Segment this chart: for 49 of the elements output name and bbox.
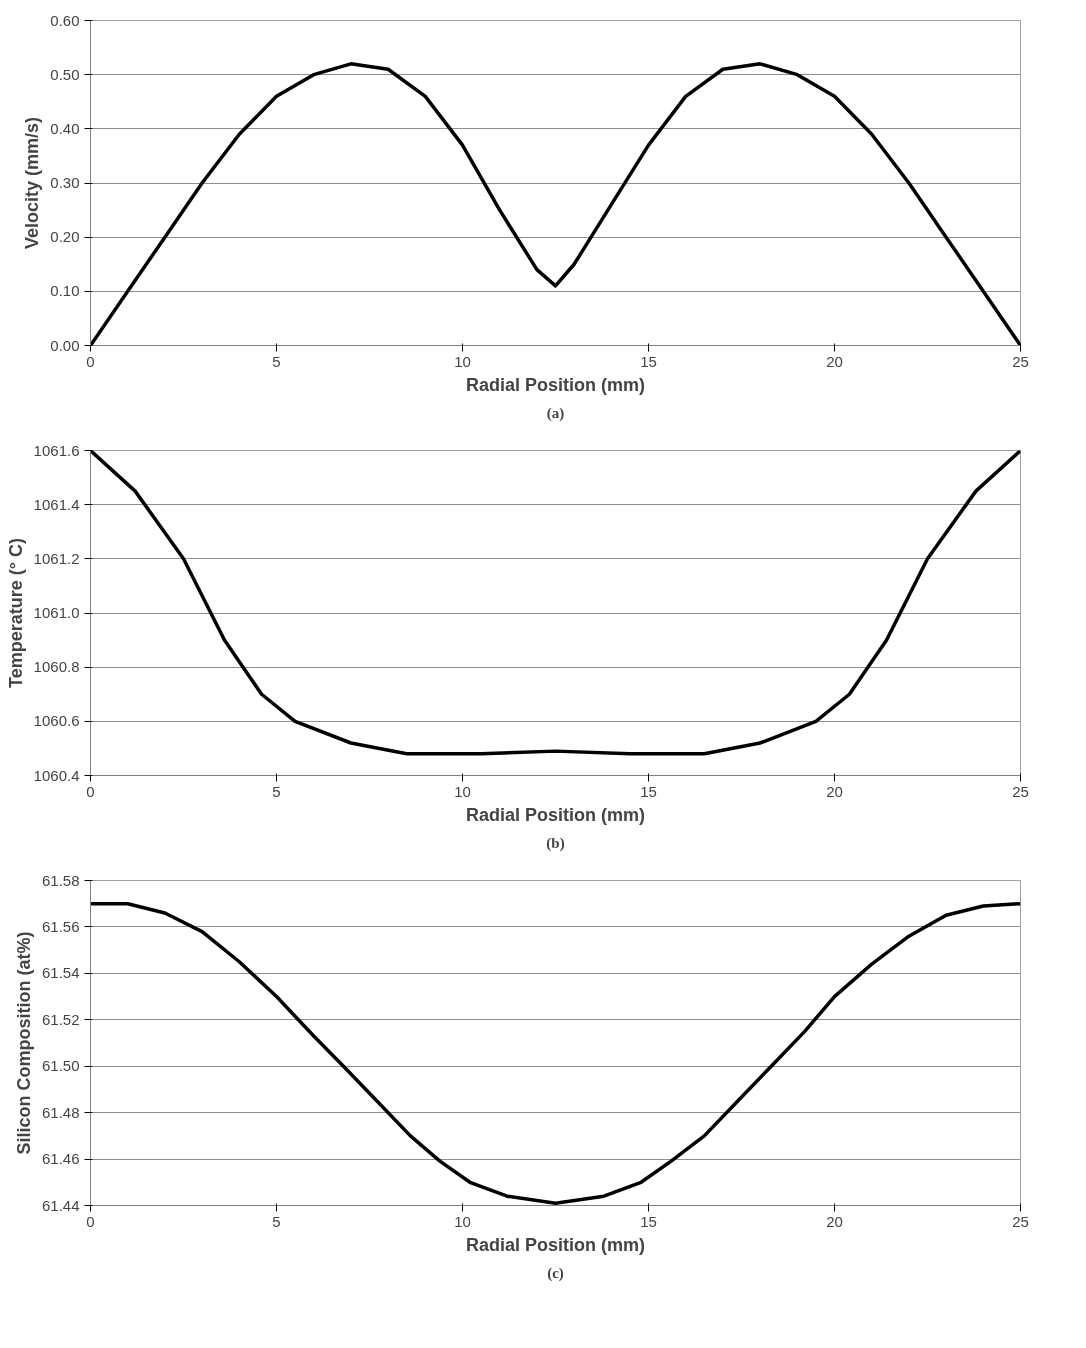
x-tick-label: 10 [454, 782, 471, 800]
x-tick-label: 0 [86, 782, 95, 800]
x-tick-label: 20 [826, 1212, 843, 1230]
x-tick-label: 25 [1012, 1212, 1029, 1230]
y-tick-label: 0.10 [50, 282, 80, 300]
y-tick-label: 1060.4 [33, 766, 80, 784]
y-tick-label: 1060.8 [33, 658, 80, 676]
x-tick-label: 5 [272, 782, 281, 800]
x-tick-label: 0 [86, 1212, 95, 1230]
y-tick-label: 0.40 [50, 119, 80, 137]
y-tick-label: 61.52 [41, 1010, 80, 1028]
y-axis-title: Silicon Composition (at%) [13, 931, 34, 1155]
y-tick-label: 1061.0 [33, 604, 80, 621]
x-tick-label: 20 [826, 352, 843, 370]
y-tick-label: 61.58 [41, 871, 80, 889]
x-tick-label: 25 [1012, 352, 1029, 370]
x-tick-label: 15 [640, 352, 657, 370]
x-tick-label: 0 [86, 352, 95, 370]
x-tick-label: 5 [272, 352, 281, 370]
y-tick-label: 0.00 [50, 336, 80, 354]
y-tick-label: 1061.4 [33, 495, 80, 513]
y-axis-title: Velocity (mm/s) [22, 116, 43, 250]
y-tick-label: 61.46 [41, 1150, 80, 1168]
x-tick-label: 15 [640, 782, 657, 800]
y-tick-label: 1061.6 [33, 441, 80, 459]
x-tick-label: 10 [454, 352, 471, 370]
y-tick-label: 61.50 [41, 1057, 80, 1075]
y-axis-title: Temperature (° C) [5, 538, 26, 688]
text: (c) [547, 1264, 564, 1282]
y-tick-label: 0.60 [50, 11, 80, 29]
y-tick-label: 61.48 [41, 1103, 80, 1121]
x-axis-title: Radial Position (mm) [465, 1234, 646, 1255]
y-tick-label: 61.54 [41, 964, 80, 982]
text: (b) [546, 834, 565, 852]
y-tick-label: 61.56 [41, 917, 80, 935]
y-tick-label: 1060.6 [33, 712, 80, 730]
y-tick-label: 0.30 [50, 174, 80, 191]
y-tick-label: 61.44 [41, 1196, 80, 1214]
y-tick-label: 0.50 [50, 65, 80, 83]
y-tick-label: 0.20 [50, 228, 80, 246]
y-tick-label: 1061.2 [33, 549, 80, 567]
x-tick-label: 10 [454, 1212, 471, 1230]
text: (a) [546, 404, 565, 422]
x-tick-label: 5 [272, 1212, 281, 1230]
x-tick-label: 20 [826, 782, 843, 800]
x-axis-title: Radial Position (mm) [465, 804, 646, 825]
x-axis-title: Radial Position (mm) [465, 374, 646, 395]
x-tick-label: 15 [640, 1212, 657, 1230]
x-tick-label: 25 [1012, 782, 1029, 800]
